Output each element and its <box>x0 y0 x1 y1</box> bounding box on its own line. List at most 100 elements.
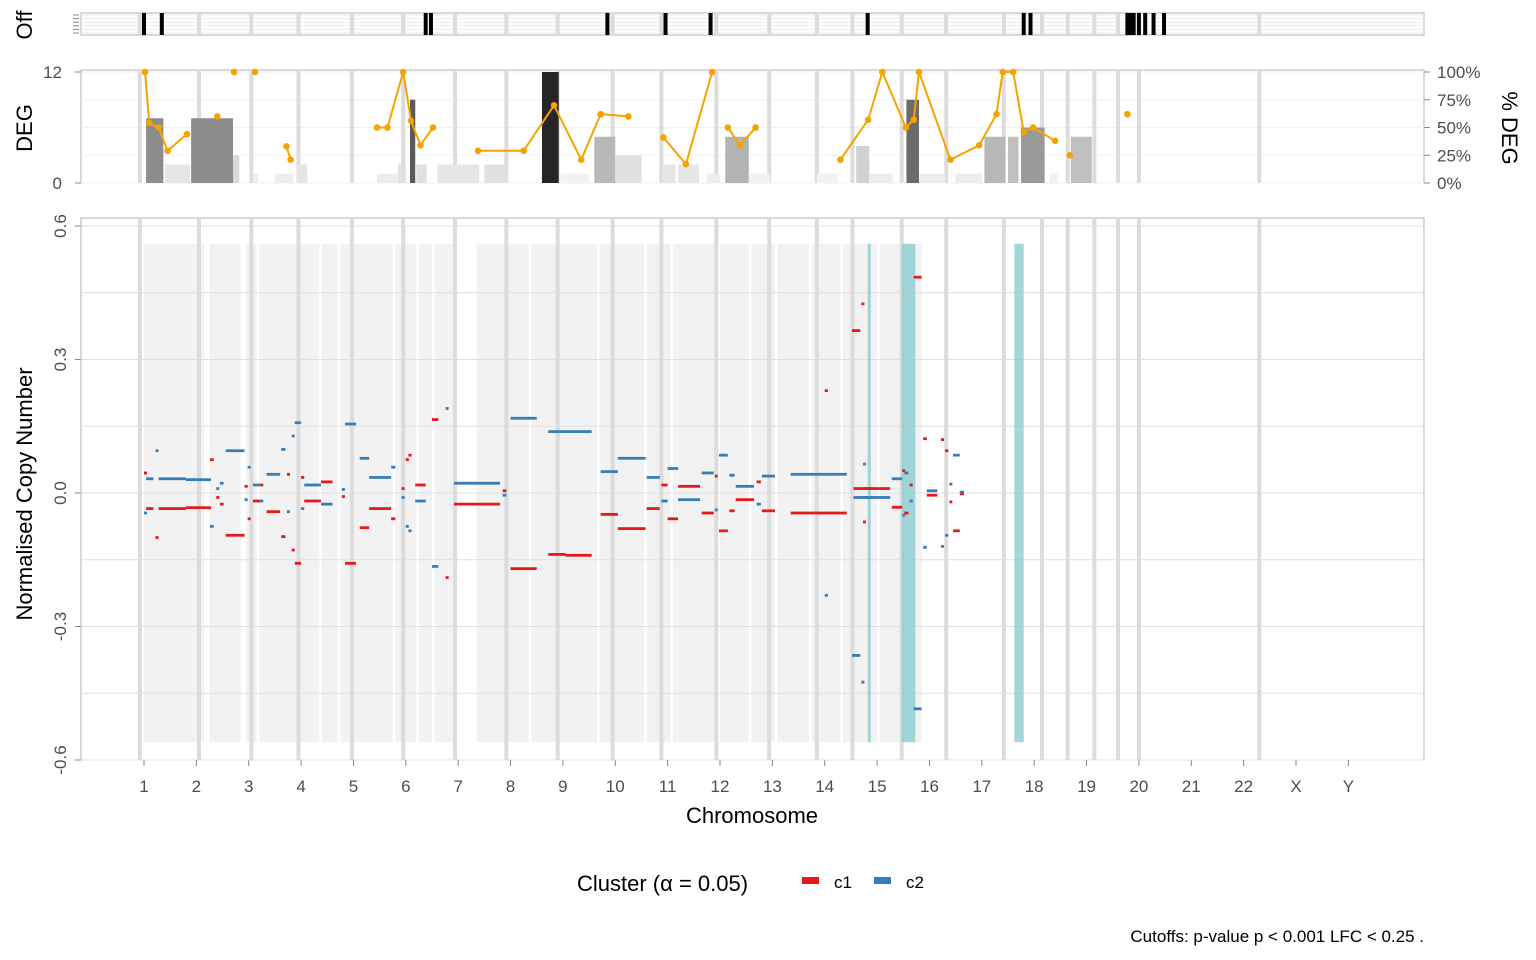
pct-deg-point <box>429 124 437 131</box>
cn-segment-c1 <box>701 511 714 515</box>
cn-xlabel: Chromosome <box>686 803 818 828</box>
cn-segment-c2 <box>851 654 861 657</box>
cn-segment-c2 <box>345 422 357 426</box>
deg-bar <box>869 173 893 183</box>
cn-segment-c1 <box>862 520 866 524</box>
cn-segment-c2 <box>756 502 761 506</box>
cn-segment-c2 <box>824 593 828 597</box>
cn-segment-c1 <box>729 509 735 513</box>
cn-segment-c2 <box>735 484 755 488</box>
cn-segment-c1 <box>320 480 333 484</box>
off-ylabel: Off <box>12 10 37 40</box>
pct-deg-point <box>164 147 171 155</box>
cn-segment-c1 <box>600 512 618 516</box>
deg-bar <box>1021 127 1045 183</box>
cn-segment-c1 <box>565 553 592 557</box>
cn-segment-c2 <box>646 476 660 479</box>
legend-swatch-c1 <box>802 877 819 884</box>
cn-segment-c2 <box>391 465 396 469</box>
cn-segment-c1 <box>853 487 872 490</box>
cn-segment-c2 <box>945 533 949 537</box>
cn-segment-c2 <box>304 483 321 487</box>
cn-segment-c2 <box>281 447 286 451</box>
cn-segment-c2 <box>320 502 333 506</box>
cn-xtick-label: 22 <box>1234 777 1253 796</box>
cn-segment-c1 <box>252 499 261 503</box>
deg-bar <box>725 136 749 183</box>
cn-xtick-label: 13 <box>763 777 782 796</box>
cn-segment-c2 <box>853 496 872 499</box>
deg-panel: DEG % DEG 0 12 0% 25% 50% 75% 100% <box>12 63 1522 193</box>
cn-segment-c1 <box>790 511 847 515</box>
cn-segment-c1 <box>155 536 159 539</box>
cn-segment-c1 <box>286 472 290 476</box>
deg-bar <box>1049 173 1058 183</box>
cn-xtick-label: 3 <box>244 777 253 796</box>
cn-ylabel: Normalised Copy Number <box>12 367 37 620</box>
pct-deg-point <box>625 113 632 120</box>
cn-segment-c2 <box>617 456 646 460</box>
deg-y2tick-label: 50% <box>1437 119 1471 138</box>
pct-deg-point <box>577 156 585 163</box>
deg-bar <box>146 118 164 183</box>
cn-segment-c1 <box>304 499 321 503</box>
off-mark <box>865 13 870 35</box>
cn-segment-c2 <box>247 465 251 469</box>
pct-deg-point <box>879 68 886 76</box>
cn-segment-c2 <box>959 490 965 494</box>
cn-segment-c1 <box>247 517 251 521</box>
cn-segment-c1 <box>851 329 861 332</box>
deg-bar <box>1008 136 1019 183</box>
deg-bar <box>397 164 406 183</box>
cn-segment-c1 <box>617 527 646 530</box>
cn-segment-c2 <box>445 407 449 410</box>
pct-deg-point <box>837 156 844 163</box>
cn-segment-c2 <box>861 680 865 684</box>
pct-deg-point <box>682 160 690 168</box>
cn-segment-c1 <box>359 526 370 530</box>
cn-xtick-label: 11 <box>659 777 677 796</box>
pct-deg-point <box>373 124 381 131</box>
deg-bar <box>191 118 234 183</box>
pct-deg-point <box>947 156 954 163</box>
cn-segment-c1 <box>453 502 501 506</box>
off-mark <box>1131 13 1136 35</box>
cn-segment-c1 <box>646 507 660 510</box>
off-mark <box>1151 13 1156 35</box>
cn-xtick-label: 1 <box>139 777 148 796</box>
off-mark <box>605 13 610 35</box>
deg-y2tick-label: 0% <box>1437 174 1462 193</box>
cn-xtick-label: 2 <box>192 777 201 796</box>
cn-segment-c1 <box>369 507 392 510</box>
deg-y2tick-label: 100% <box>1437 63 1480 82</box>
off-mark <box>1162 13 1167 35</box>
cn-segment-c2 <box>661 499 668 503</box>
cn-segment-c1 <box>158 507 186 510</box>
deg-bar <box>484 164 508 183</box>
cn-segment-c1 <box>415 483 426 487</box>
deg-bar <box>233 155 240 183</box>
off-mark <box>1125 13 1130 35</box>
cn-segment-c1 <box>926 493 938 497</box>
cn-segment-c2 <box>949 482 953 486</box>
legend-swatch-c2 <box>874 877 891 884</box>
cn-segment-c1 <box>735 498 755 502</box>
cn-segment-c2 <box>158 477 186 481</box>
pct-deg-point <box>724 124 732 131</box>
pct-deg-point <box>864 116 872 124</box>
cn-segment-c2 <box>510 416 537 420</box>
cn-segment-c1 <box>940 438 945 441</box>
cn-xtick-label: 9 <box>558 777 567 796</box>
deg-bar <box>594 136 616 183</box>
cn-ytick-label: 0.0 <box>51 481 70 505</box>
pct-deg-point <box>915 68 923 76</box>
off-mark <box>663 13 668 35</box>
cn-segment-c1 <box>281 535 286 539</box>
deg-bar <box>377 173 398 183</box>
deg-bar <box>984 136 1006 183</box>
cn-xtick-label: X <box>1290 777 1301 796</box>
cn-segment-c1 <box>341 495 345 498</box>
cn-segment-c2 <box>216 487 220 490</box>
cn-segment-c2 <box>600 470 618 474</box>
off-mark <box>1143 13 1148 35</box>
